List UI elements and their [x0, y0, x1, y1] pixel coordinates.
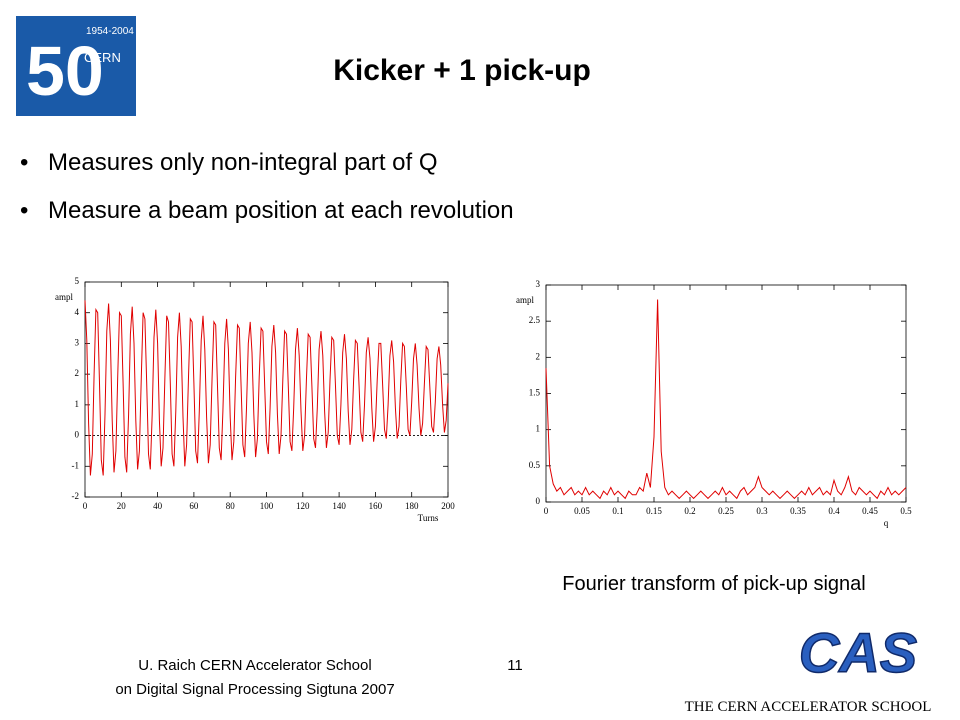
- y-tick-label: 0: [536, 496, 541, 506]
- bullet-dot: •: [20, 197, 28, 224]
- y-tick-label: -1: [72, 460, 80, 470]
- x-tick-label: 40: [153, 501, 163, 511]
- logo-name: CERN: [84, 50, 121, 65]
- x-tick-label: 0.05: [574, 506, 590, 516]
- x-tick-label: 0.5: [900, 506, 912, 516]
- x-tick-label: 60: [189, 501, 199, 511]
- bullet: Measure a beam position at each revoluti…: [48, 197, 514, 224]
- y-axis-label: ampl: [55, 292, 73, 302]
- y-tick-label: 1: [536, 424, 541, 434]
- footer-line: U. Raich CERN Accelerator School: [138, 657, 371, 674]
- x-tick-label: 0.45: [862, 506, 878, 516]
- footer-line: on Digital Signal Processing Sigtuna 200…: [115, 681, 394, 698]
- caption: Fourier transform of pick-up signal: [562, 573, 865, 595]
- y-axis-label: ampl: [516, 295, 534, 305]
- y-tick-label: 3: [75, 337, 80, 347]
- x-tick-label: 140: [332, 501, 346, 511]
- plot-frame: [84, 281, 449, 498]
- slide-title: Kicker + 1 pick-up: [333, 54, 591, 87]
- signal-line: [84, 300, 449, 476]
- y-tick-label: 5: [75, 276, 80, 286]
- page-number: 11: [507, 657, 523, 674]
- y-tick-label: 0: [75, 430, 80, 440]
- cas-name: THE CERN ACCELERATOR SCHOOL: [685, 699, 932, 715]
- y-tick-label: 3: [536, 279, 541, 289]
- x-tick-label: 0.2: [684, 506, 695, 516]
- x-tick-label: 0.4: [828, 506, 840, 516]
- x-tick-label: 0: [544, 506, 549, 516]
- x-tick-label: 200: [441, 501, 455, 511]
- x-tick-label: 20: [117, 501, 127, 511]
- signal-line: [545, 299, 907, 500]
- cern-logo: [16, 16, 136, 116]
- logo-years: 1954-2004: [86, 26, 134, 37]
- x-tick-label: 180: [405, 501, 419, 511]
- y-tick-label: 0.5: [529, 460, 541, 470]
- y-tick-label: 2: [536, 351, 541, 361]
- x-axis-label: Turns: [418, 513, 439, 523]
- y-tick-label: 2: [75, 368, 80, 378]
- y-tick-label: -2: [72, 491, 80, 501]
- x-tick-label: 0.35: [790, 506, 806, 516]
- cas-logo: CAS: [799, 621, 917, 684]
- y-tick-label: 2.5: [529, 315, 541, 325]
- x-tick-label: 0.3: [756, 506, 768, 516]
- plot-frame: [545, 284, 907, 503]
- y-tick-label: 1.5: [529, 388, 541, 398]
- bullet-dot: •: [20, 149, 28, 176]
- logo-number: 50: [26, 32, 104, 110]
- x-tick-label: 160: [369, 501, 383, 511]
- x-tick-label: 120: [296, 501, 310, 511]
- x-tick-label: 0.15: [646, 506, 662, 516]
- y-tick-label: 1: [75, 399, 80, 409]
- bullet: Measures only non-integral part of Q: [48, 149, 438, 176]
- x-axis-label: q: [884, 518, 889, 528]
- x-tick-label: 80: [226, 501, 236, 511]
- y-tick-label: 4: [75, 307, 80, 317]
- x-tick-label: 0.25: [718, 506, 734, 516]
- x-tick-label: 100: [260, 501, 274, 511]
- x-tick-label: 0.1: [612, 506, 623, 516]
- x-tick-label: 0: [83, 501, 88, 511]
